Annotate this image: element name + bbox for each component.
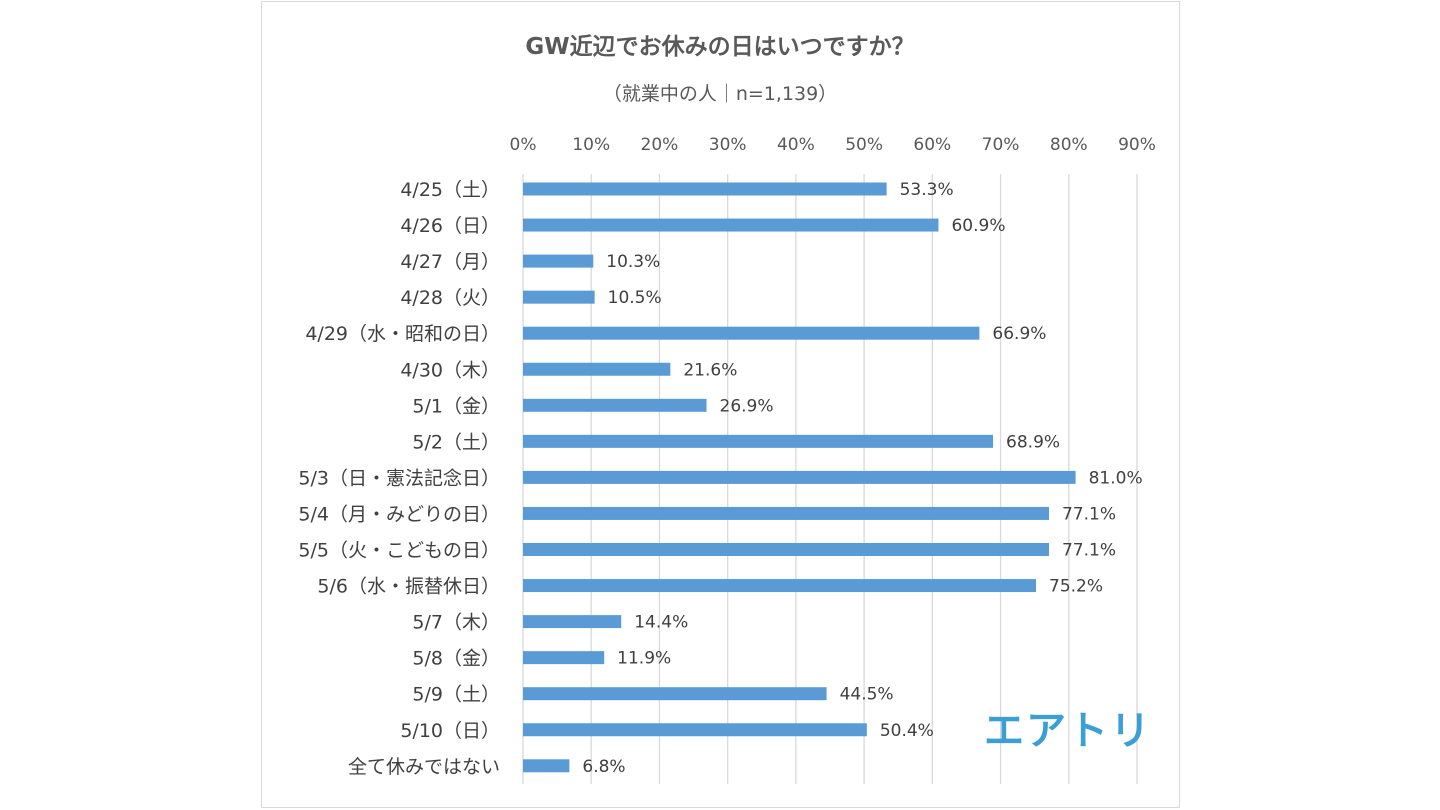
x-tick-label: 70% <box>982 135 1020 155</box>
data-label: 44.5% <box>840 685 894 705</box>
x-tick-label: 80% <box>1050 135 1088 155</box>
bar <box>523 326 980 340</box>
category-label: 4/26（日） <box>400 215 500 237</box>
bar <box>523 182 887 196</box>
bar <box>523 470 1076 484</box>
bar <box>523 723 867 737</box>
category-labels: 4/25（土） 4/26（日） 4/27（月） 4/28（火） 4/29（水・昭和の日）… <box>298 179 500 778</box>
x-axis-ticks: 0% 10% 20% 30% 40% 50% 60% 70% 80% 90% <box>510 135 1156 155</box>
bar <box>523 579 1037 593</box>
chart-svg: GW近辺でお休みの日はいつですか？ （就業中の人｜n=1,139） 0% 10% 2… <box>298 34 1156 784</box>
category-label: 5/8（金） <box>412 648 500 670</box>
bar <box>523 398 707 412</box>
category-label: 4/25（土） <box>400 179 500 201</box>
category-label: 5/2（土） <box>412 431 500 453</box>
data-label: 10.5% <box>608 288 662 308</box>
category-label: 5/10（日） <box>400 720 500 742</box>
category-label: 4/28（火） <box>400 287 500 309</box>
chart-subtitle: （就業中の人｜n=1,139） <box>603 83 837 105</box>
x-tick-label: 60% <box>913 135 951 155</box>
data-label: 66.9% <box>992 324 1046 344</box>
x-tick-label: 90% <box>1118 135 1156 155</box>
x-tick-label: 20% <box>641 135 679 155</box>
category-label: 4/27（月） <box>400 251 500 273</box>
data-label: 6.8% <box>582 757 625 777</box>
x-tick-label: 40% <box>777 135 815 155</box>
chart-title: GW近辺でお休みの日はいつですか？ <box>525 34 914 60</box>
category-label: 5/9（土） <box>412 684 500 706</box>
category-label: 5/3（日・憲法記念日） <box>298 466 500 489</box>
data-label: 53.3% <box>900 180 954 200</box>
logo-watermark: エアトリ <box>984 708 1152 754</box>
data-label: 50.4% <box>880 721 934 741</box>
bar <box>523 651 605 665</box>
bar <box>523 254 594 268</box>
bar <box>523 218 939 232</box>
category-label: 5/6（水・振替休日） <box>317 576 500 598</box>
x-tick-label: 0% <box>510 135 537 155</box>
data-label: 26.9% <box>720 396 774 416</box>
data-label: 77.1% <box>1062 541 1116 561</box>
chart-frame: GW近辺でお休みの日はいつですか？ （就業中の人｜n=1,139） 0% 10% 2… <box>261 1 1180 808</box>
bar <box>523 506 1049 520</box>
bar <box>523 615 622 629</box>
x-tick-label: 10% <box>572 135 610 155</box>
data-label: 81.0% <box>1089 468 1143 488</box>
category-label: 5/5（火・こどもの日） <box>298 540 500 562</box>
category-label: 全て休みではない <box>348 756 500 778</box>
bar <box>523 759 570 773</box>
bar <box>523 434 994 448</box>
category-label: 4/29（水・昭和の日） <box>305 323 500 345</box>
bars <box>523 182 1076 773</box>
bar <box>523 543 1049 556</box>
bar <box>523 687 827 701</box>
x-tick-label: 50% <box>845 135 883 155</box>
bar <box>523 290 595 304</box>
x-tick-label: 30% <box>709 135 747 155</box>
data-label: 77.1% <box>1062 504 1116 524</box>
category-label: 5/1（金） <box>412 395 500 417</box>
data-label: 60.9% <box>951 216 1005 236</box>
data-label: 14.4% <box>634 613 688 633</box>
data-label: 11.9% <box>617 649 671 669</box>
bar <box>523 362 671 376</box>
data-label: 68.9% <box>1006 432 1060 452</box>
category-label: 5/4（月・みどりの日） <box>298 503 500 525</box>
category-label: 4/30（木） <box>400 359 500 381</box>
data-label: 75.2% <box>1049 577 1103 597</box>
data-label: 10.3% <box>606 252 660 272</box>
category-label: 5/7（木） <box>412 612 500 634</box>
data-labels: 53.3% 60.9% 10.3% 10.5% 66.9% 21.6% 26.9% 68.9%… <box>582 180 1142 777</box>
data-label: 21.6% <box>683 360 737 380</box>
